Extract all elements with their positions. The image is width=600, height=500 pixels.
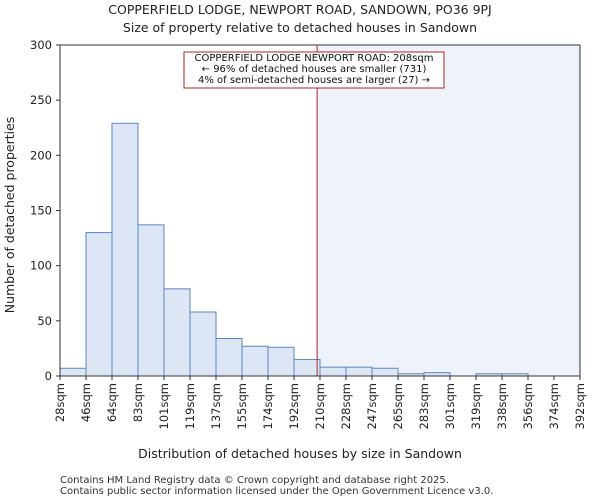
x-tick-label: 83sqm [131, 383, 145, 422]
histogram-bar [267, 346, 295, 377]
x-tick-label: 247sqm [365, 383, 379, 429]
x-tick-label: 28sqm [53, 383, 67, 422]
histogram-bar [137, 224, 165, 377]
y-tick-label: 200 [30, 148, 52, 162]
x-tick-label: 356sqm [521, 383, 535, 429]
histogram-bar [111, 122, 139, 377]
y-tick-label: 50 [37, 314, 52, 328]
x-tick-label: 46sqm [79, 383, 93, 422]
x-tick-label: 319sqm [469, 383, 483, 429]
annotation-line3: 4% of semi-detached houses are larger (2… [198, 75, 430, 86]
histogram-bar [293, 358, 321, 377]
x-tick-label: 192sqm [287, 383, 301, 429]
y-tick-label: 250 [30, 93, 52, 107]
y-tick-label: 150 [30, 204, 52, 218]
histogram-bar [189, 311, 217, 377]
plot-area: 0 50 100 150 200 250 300 28sqm 46sqm 64sqm 83sqm 10… [30, 38, 587, 429]
footer-line-1: Contains HM Land Registry data © Crown c… [60, 475, 449, 486]
histogram-bar [59, 367, 87, 377]
x-tick-label: 174sqm [261, 383, 275, 429]
y-axis-label: Number of detached properties [2, 117, 17, 314]
y-tick-label: 0 [45, 369, 52, 383]
x-tick-label: 338sqm [495, 383, 509, 429]
x-tick-label: 392sqm [573, 383, 587, 429]
x-tick-label: 64sqm [105, 383, 119, 422]
x-tick-label: 374sqm [547, 383, 561, 429]
chart-subtitle: Size of property relative to detached ho… [123, 20, 477, 35]
annotation-line1: COPPERFIELD LODGE NEWPORT ROAD: 208sqm [195, 53, 434, 64]
x-tick-label: 283sqm [417, 383, 431, 429]
x-tick-label: 301sqm [443, 383, 457, 429]
y-tick-label: 100 [30, 259, 52, 273]
x-tick-label: 228sqm [339, 383, 353, 429]
histogram-bar [371, 367, 399, 377]
histogram-bar [215, 337, 243, 377]
chart-title: COPPERFIELD LODGE, NEWPORT ROAD, SANDOWN… [108, 2, 492, 17]
annotation-line2: ← 96% of detached houses are smaller (73… [202, 64, 427, 75]
histogram-bar [241, 345, 269, 377]
x-tick-label: 265sqm [391, 383, 405, 429]
x-tick-label: 210sqm [313, 383, 327, 429]
x-tick-label: 137sqm [209, 383, 223, 429]
histogram-bar [85, 232, 113, 377]
y-tick-label: 300 [30, 38, 52, 52]
x-tick-label: 119sqm [183, 383, 197, 429]
x-axis-label: Distribution of detached houses by size … [138, 446, 462, 461]
larger-properties-region [317, 45, 580, 376]
histogram-bar [163, 288, 191, 377]
footer-line-2: Contains public sector information licen… [60, 486, 493, 497]
annotation-box [183, 51, 445, 89]
x-tick-label: 155sqm [235, 383, 249, 429]
histogram-bar [345, 366, 373, 377]
histogram-bar [319, 366, 347, 377]
x-tick-label: 101sqm [157, 383, 171, 429]
